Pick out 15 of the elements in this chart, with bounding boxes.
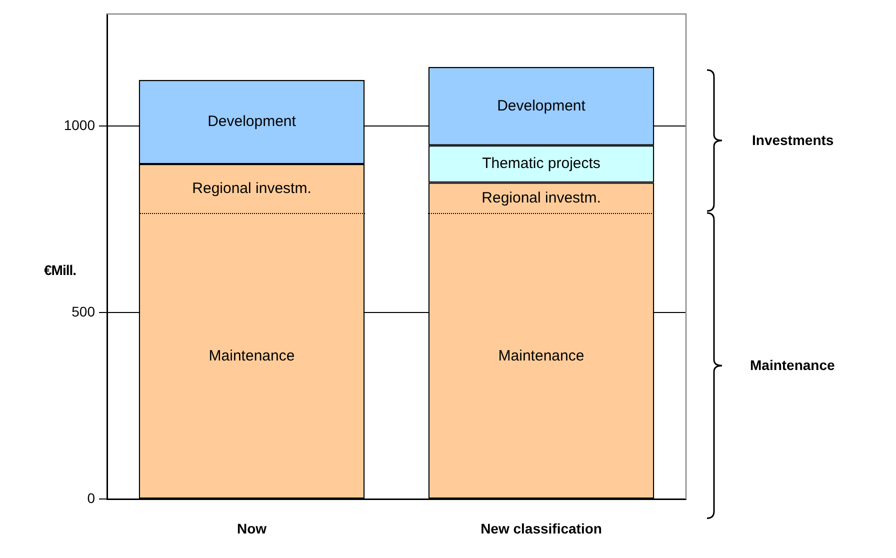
text: Maintenance <box>750 356 835 373</box>
y-tick-label: 0 <box>87 490 96 506</box>
series-label: Maintenance <box>208 347 295 364</box>
series-label: Thematic projects <box>482 155 600 172</box>
y-axis-title: €Mill. <box>44 262 76 278</box>
series-label: Regional investm. <box>482 189 601 206</box>
text: Regional investm. <box>192 180 312 197</box>
text: Development <box>208 113 296 130</box>
x-tick-label: New classification <box>480 520 602 536</box>
x-tick-label: Now <box>236 520 267 536</box>
y-tick-label: 500 <box>72 303 96 320</box>
text: Maintenance <box>498 347 584 364</box>
series-label: Development <box>497 97 586 114</box>
y-tick-label: 1000 <box>64 116 96 133</box>
text: Investments <box>752 132 834 148</box>
